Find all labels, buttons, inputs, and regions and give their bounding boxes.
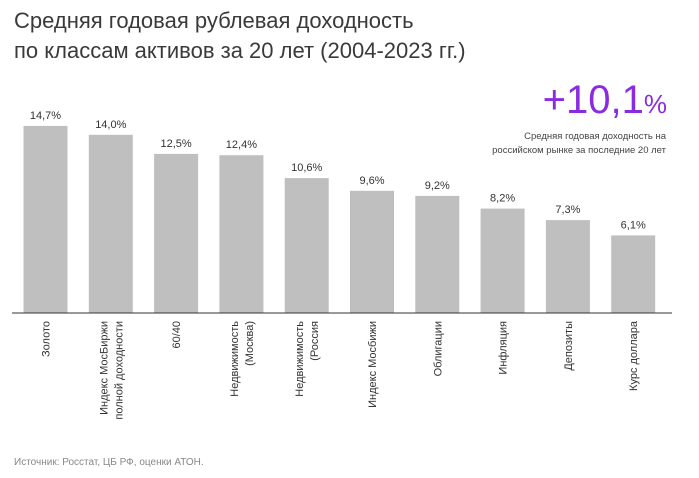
category-label-3-line-1: (Москва) (244, 321, 256, 366)
highlight-caption-line-1: Средняя годовая доходность на (524, 131, 666, 142)
highlight-caption: Средняя годовая доходность на российском… (480, 130, 666, 158)
bar-7 (480, 208, 525, 313)
value-label-4: 10,6% (291, 162, 322, 174)
category-label-8: Депозиты (563, 321, 575, 371)
category-label-2: 60/40 (171, 321, 183, 349)
bar-8 (545, 220, 590, 313)
chart-title-line-2: по классам активов за 20 лет (2004-2023 … (14, 38, 466, 63)
value-label-7: 8,2% (490, 193, 515, 205)
highlight-stat: +10,1% (517, 78, 667, 126)
highlight-caption-line-2: российском рынке за последние 20 лет (492, 145, 666, 156)
category-label-5-line-0: Индекс Мосбижи (367, 321, 379, 408)
highlight-unit: % (643, 89, 667, 119)
source-note: Источник: Росстат, ЦБ РФ, оценки АТОН. (14, 457, 204, 468)
category-label-1-line-1: полной доходности (113, 321, 125, 420)
category-label-8-line-0: Депозиты (563, 321, 575, 371)
bar-5 (350, 190, 394, 313)
category-label-3: Недвижимость (Москва) (229, 321, 256, 397)
value-label-5: 9,6% (359, 175, 384, 187)
category-label-0-line-0: Золото (41, 321, 53, 357)
category-label-1-line-0: Индекс МосБиржи (98, 321, 110, 415)
bar-4 (284, 178, 329, 313)
category-label-3-line-0: Недвижимость (229, 321, 241, 397)
category-label-5: Индекс Мосбижи (367, 321, 379, 408)
highlight-value: +10,1 (542, 78, 644, 122)
category-label-4: Недвижимость (Россия (294, 321, 321, 397)
category-label-7: Инфляция (498, 321, 510, 375)
value-label-8: 7,3% (555, 204, 580, 216)
bar-2 (154, 153, 199, 313)
chart-title-line-1: Средняя годовая рублевая доходность (14, 8, 414, 33)
category-label-4-line-0: Недвижимость (294, 321, 306, 397)
value-label-9: 6,1% (621, 219, 646, 231)
bar-9 (611, 235, 656, 313)
bar-6 (415, 195, 460, 313)
category-label-4-line-1: (Россия (309, 321, 321, 361)
bar-0 (23, 125, 68, 314)
value-label-6: 9,2% (425, 180, 450, 192)
category-label-2-line-0: 60/40 (171, 321, 183, 349)
category-label-9: Курс доллара (628, 320, 640, 391)
bar-3 (219, 155, 264, 313)
chart-title: Средняя годовая рублевая доходность по к… (14, 6, 574, 66)
category-label-0: Золото (41, 321, 53, 357)
category-label-7-line-0: Инфляция (498, 321, 510, 375)
value-label-2: 12,5% (160, 138, 191, 150)
value-label-3: 12,4% (226, 139, 257, 151)
value-label-1: 14,0% (95, 119, 126, 131)
category-label-6-line-0: Облигации (432, 321, 444, 376)
category-label-9-line-0: Курс доллара (628, 320, 640, 391)
category-label-1: Индекс МосБиржи полной доходности (98, 321, 125, 420)
value-label-0: 14,7% (30, 110, 61, 122)
bar-1 (88, 134, 133, 313)
category-label-6: Облигации (432, 321, 444, 376)
